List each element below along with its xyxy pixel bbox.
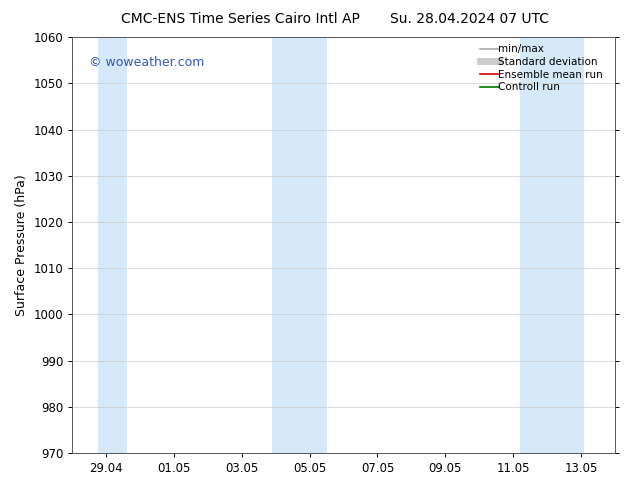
Bar [273,37,327,453]
Text: Su. 28.04.2024 07 UTC: Su. 28.04.2024 07 UTC [390,12,548,26]
Bar [520,37,585,453]
Legend: min/max, Standard deviation, Ensemble mean run, Controll run: min/max, Standard deviation, Ensemble me… [478,42,610,95]
Text: © woweather.com: © woweather.com [89,56,204,69]
Bar [98,37,127,453]
Y-axis label: Surface Pressure (hPa): Surface Pressure (hPa) [15,174,28,316]
Text: CMC-ENS Time Series Cairo Intl AP: CMC-ENS Time Series Cairo Intl AP [122,12,360,26]
